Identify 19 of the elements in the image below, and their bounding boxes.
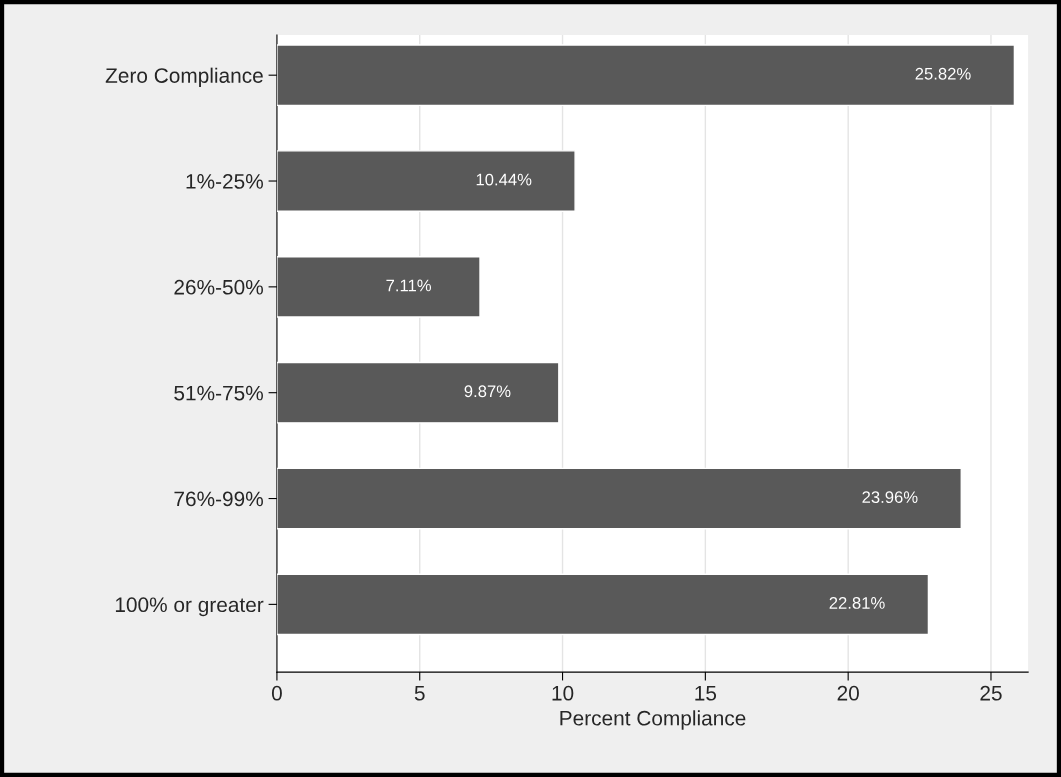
x-tick-label: 0	[271, 685, 282, 701]
y-tick-label: 76%-99%	[174, 491, 263, 507]
x-tick-label: 5	[414, 686, 425, 701]
x-axis-title: Percent Compliance	[560, 710, 746, 730]
data-label: 10.44%	[476, 173, 532, 186]
data-label: 25.82%	[915, 67, 971, 80]
data-label: 23.96%	[862, 491, 918, 504]
y-tick-label: Zero Compliance	[105, 67, 263, 88]
x-tick-label: 15	[695, 686, 717, 701]
y-tick-label: 51%-75%	[174, 385, 263, 401]
x-tick-label: 25	[980, 685, 1002, 701]
x-tick-label: 10	[552, 685, 574, 701]
y-tick-label: 1%-25%	[186, 174, 263, 189]
data-label: 7.11%	[386, 279, 432, 292]
y-tick-label: 100% or greater	[115, 597, 264, 617]
y-tick-label: 26%-50%	[174, 279, 263, 295]
data-label: 9.87%	[464, 385, 511, 398]
data-label: 22.81%	[829, 597, 885, 609]
x-tick-label: 20	[837, 685, 859, 701]
